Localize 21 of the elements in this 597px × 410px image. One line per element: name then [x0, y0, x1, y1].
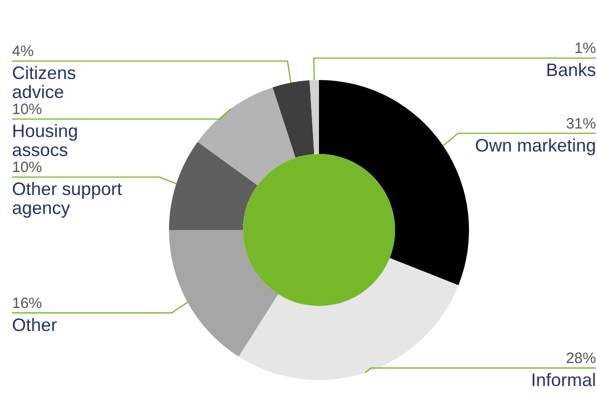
donut-slice	[238, 258, 458, 380]
data-label: 31%	[566, 115, 596, 132]
slice-label: Own marketing	[474, 135, 596, 156]
data-label: 28%	[566, 350, 596, 367]
slice-label: Banks	[546, 60, 596, 80]
donut-slice	[272, 80, 314, 158]
donut-slice	[198, 87, 296, 186]
donut-slice	[169, 230, 278, 357]
slice-label: Informal	[530, 370, 596, 390]
data-label: 16%	[12, 294, 42, 312]
data-label: 10%	[12, 159, 42, 176]
data-label: 1%	[574, 40, 596, 58]
slice-label: Other	[12, 314, 58, 335]
slice-label: Citizens advice	[12, 63, 76, 102]
donut-slice	[310, 80, 319, 154]
slice-label: Housing assocs	[12, 121, 78, 160]
data-label: 10%	[12, 101, 42, 118]
data-label: 4%	[12, 43, 34, 60]
donut-slice	[319, 80, 469, 286]
donut-slice	[169, 142, 258, 230]
slice-label: Other support agency	[12, 179, 122, 218]
